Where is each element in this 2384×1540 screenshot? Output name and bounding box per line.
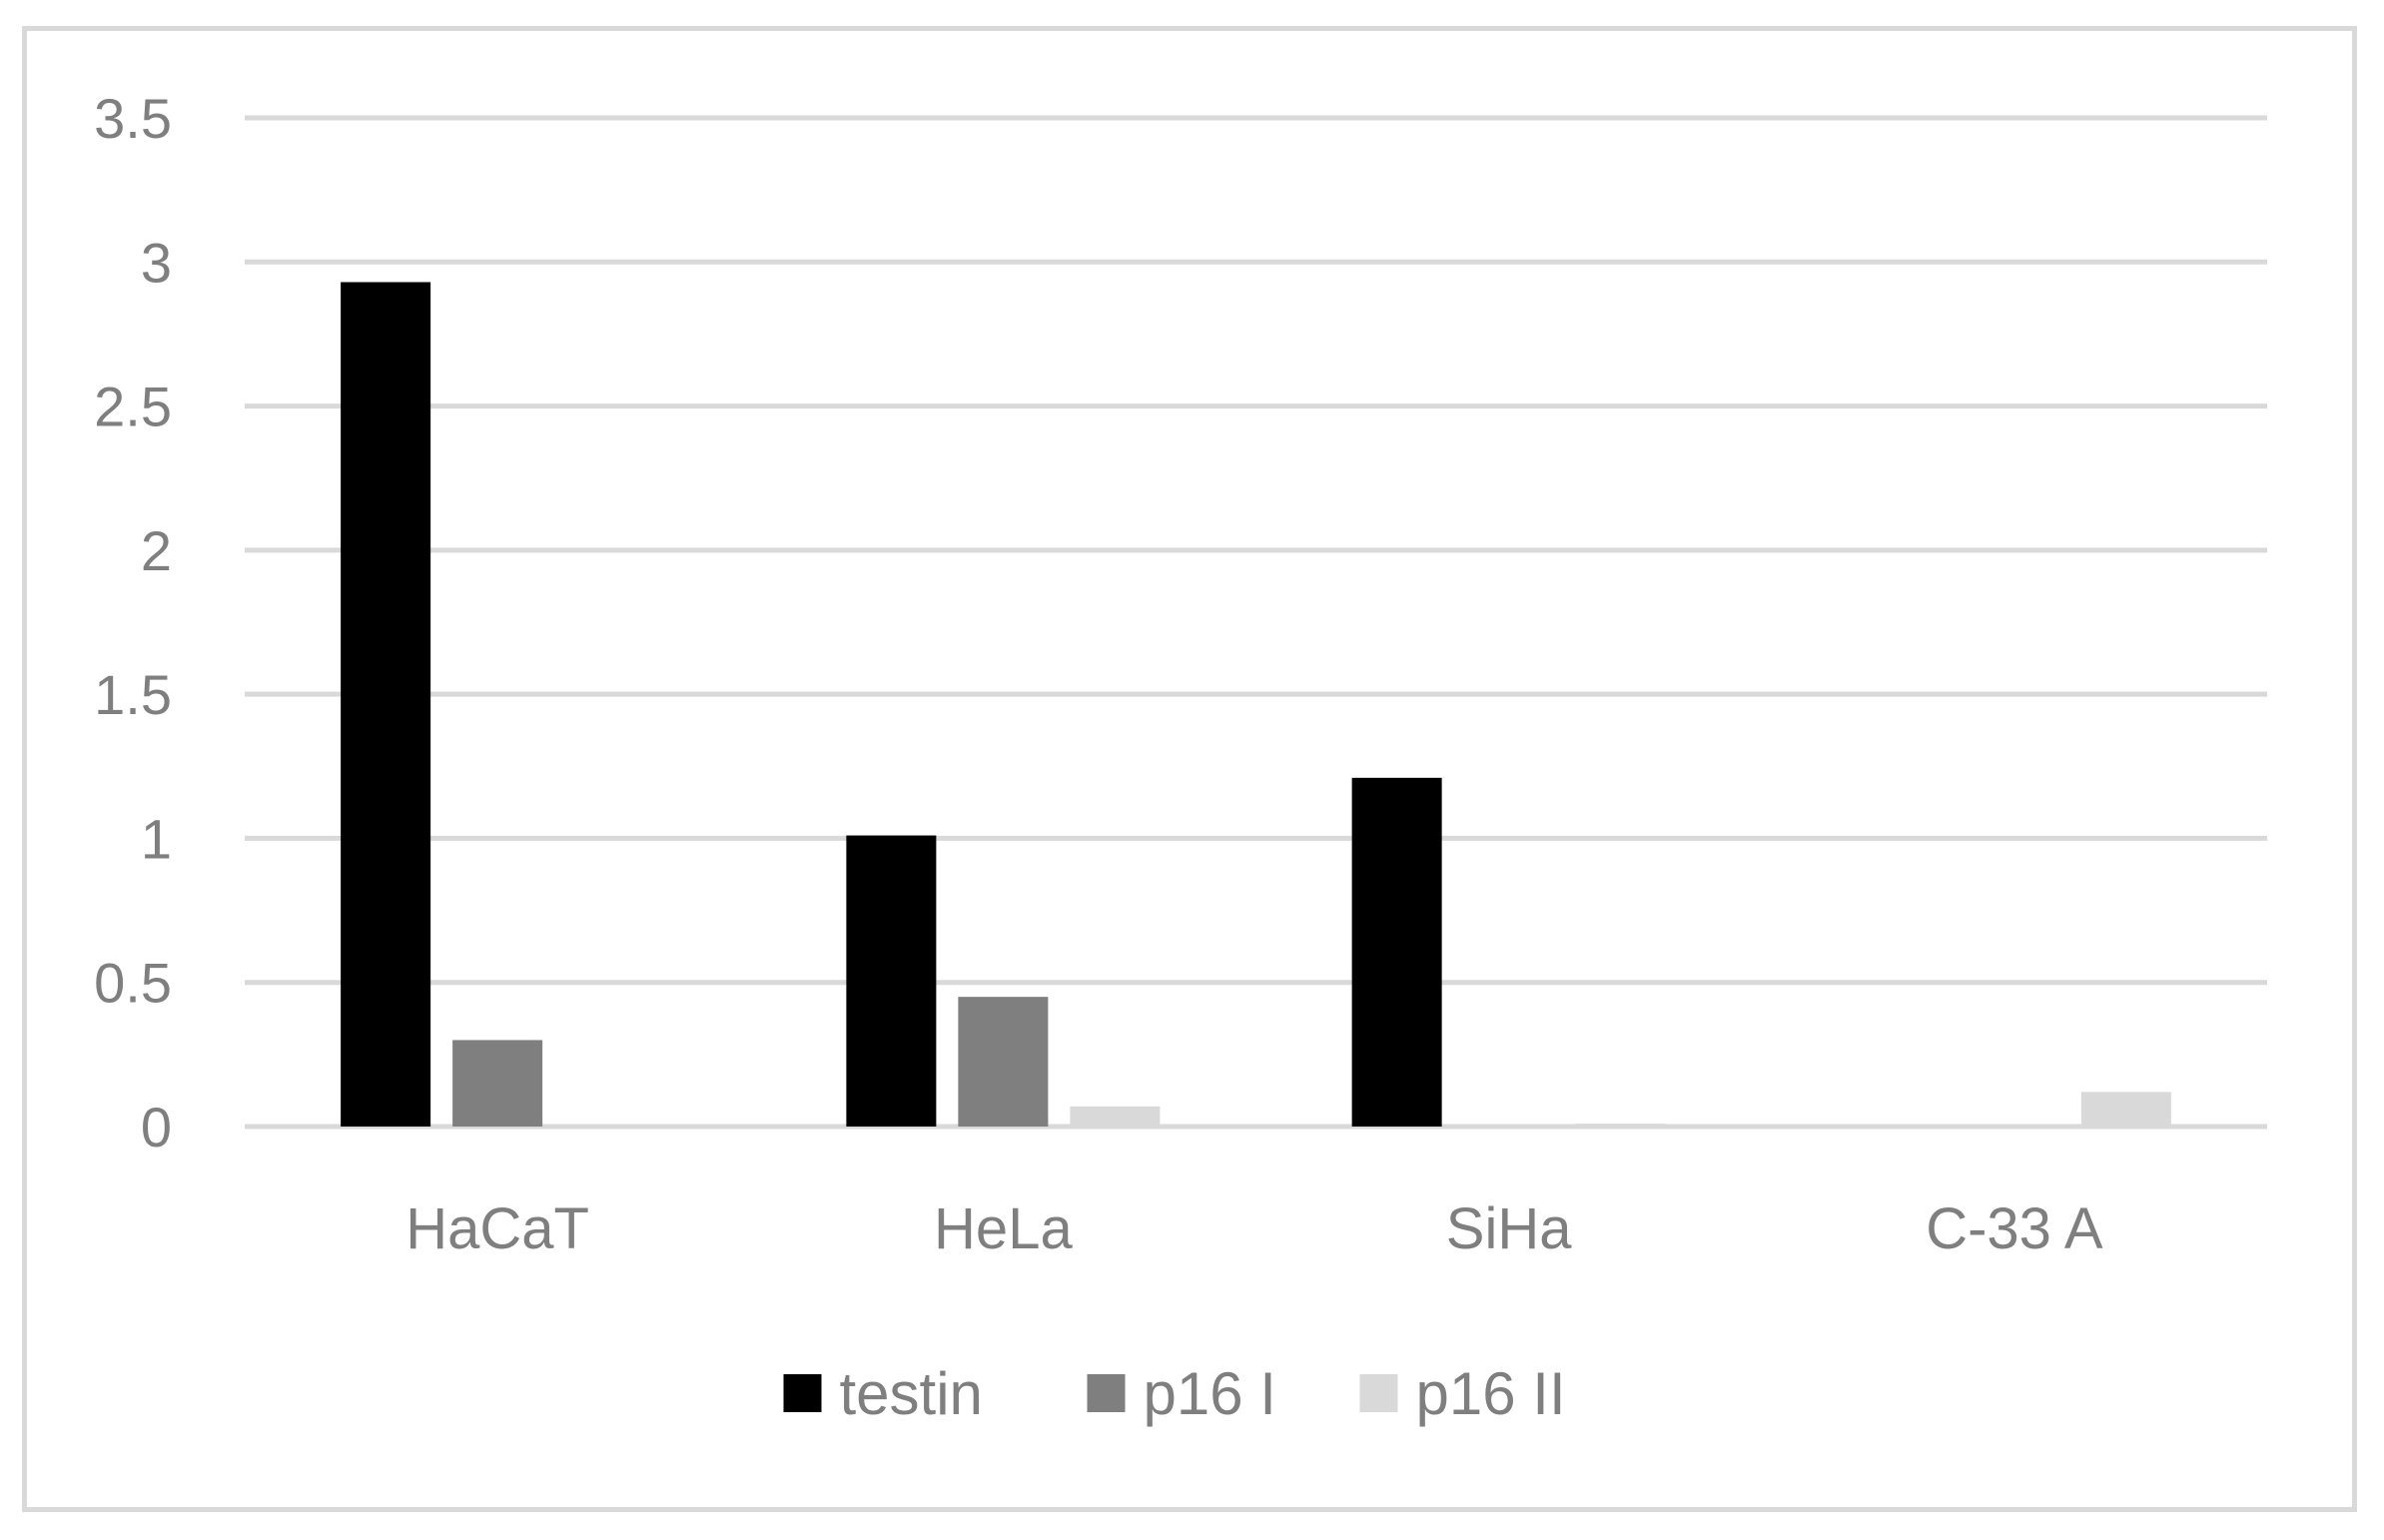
y-axis-ticks: 0 0.5 1 1.5 2 2.5 3 3.5 bbox=[94, 87, 172, 1158]
legend-swatch bbox=[1087, 1374, 1126, 1412]
y-tick-label: 3.5 bbox=[94, 87, 172, 150]
x-category-label: HeLa bbox=[934, 1196, 1073, 1261]
x-category-label: HaCaT bbox=[405, 1196, 589, 1261]
y-tick-label: 2.5 bbox=[94, 376, 172, 438]
y-tick-label: 1.5 bbox=[94, 663, 172, 726]
legend-swatch bbox=[1359, 1374, 1398, 1412]
y-tick-label: 3 bbox=[141, 231, 172, 294]
bar-p16-ii-c-33-a bbox=[2080, 1092, 2171, 1127]
legend: testin p16 I p16 II bbox=[783, 1360, 1566, 1427]
legend-label: p16 II bbox=[1416, 1360, 1566, 1427]
bars bbox=[341, 282, 2171, 1127]
bar-p16-ii-hela bbox=[1070, 1106, 1161, 1127]
bar-p16-i-hacat bbox=[452, 1040, 543, 1127]
bar-testin-siha bbox=[1351, 777, 1442, 1127]
y-tick-label: 2 bbox=[141, 519, 172, 582]
y-tick-label: 0.5 bbox=[94, 952, 172, 1015]
legend-label: testin bbox=[840, 1360, 983, 1427]
x-category-label: SiHa bbox=[1446, 1196, 1572, 1261]
bar-testin-hacat bbox=[341, 282, 431, 1127]
bar-testin-hela bbox=[846, 835, 937, 1127]
x-category-label: C-33 A bbox=[1926, 1196, 2103, 1261]
gridlines bbox=[245, 115, 2267, 1130]
legend-label: p16 I bbox=[1144, 1360, 1276, 1427]
bar-p16-ii-siha bbox=[1575, 1124, 1666, 1127]
legend-swatch bbox=[783, 1374, 822, 1412]
y-tick-label: 1 bbox=[141, 807, 172, 870]
x-axis-categories: HaCaT HeLa SiHa C-33 A bbox=[405, 1196, 2103, 1261]
y-tick-label: 0 bbox=[141, 1096, 172, 1158]
bar-p16-i-hela bbox=[958, 997, 1049, 1127]
